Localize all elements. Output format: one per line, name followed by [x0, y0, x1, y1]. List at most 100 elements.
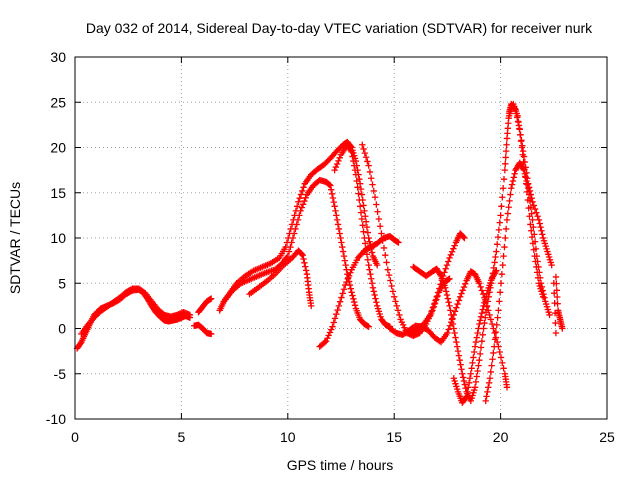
- data-point: [350, 157, 357, 165]
- data-point: [344, 275, 352, 283]
- data-point: [327, 182, 334, 189]
- data-point: [284, 252, 291, 260]
- data-point: [360, 145, 367, 153]
- data-point: [488, 362, 495, 369]
- data-point: [288, 239, 295, 246]
- data-point: [534, 213, 541, 220]
- x-axis-label: GPS time / hours: [287, 457, 394, 473]
- data-point: [469, 359, 476, 367]
- data-point: [335, 302, 343, 310]
- data-point: [548, 261, 555, 269]
- data-point: [370, 288, 377, 295]
- data-point: [496, 348, 503, 356]
- series-track-7: [246, 247, 315, 310]
- data-point: [559, 325, 566, 332]
- data-point: [537, 223, 544, 231]
- data-point: [332, 163, 340, 171]
- data-point: [442, 284, 449, 291]
- data-point: [527, 221, 534, 228]
- data-point: [502, 154, 509, 161]
- y-tick-label: 20: [50, 140, 66, 156]
- data-point: [476, 320, 483, 328]
- data-point: [529, 240, 537, 247]
- data-marks: [73, 100, 566, 406]
- data-point: [366, 238, 373, 245]
- data-point: [301, 197, 308, 205]
- data-point: [356, 180, 364, 187]
- data-point: [335, 225, 343, 233]
- data-point: [348, 289, 355, 296]
- data-point: [516, 125, 523, 132]
- data-point: [389, 288, 397, 295]
- data-point: [361, 149, 369, 157]
- data-point: [296, 212, 303, 219]
- data-point: [357, 185, 365, 193]
- data-point: [533, 263, 540, 271]
- data-point: [299, 187, 306, 195]
- data-point: [456, 293, 464, 301]
- data-point: [531, 252, 538, 260]
- data-point: [492, 328, 500, 336]
- data-point: [299, 201, 307, 208]
- data-point: [374, 208, 381, 215]
- data-point: [454, 300, 461, 308]
- data-point: [483, 393, 490, 400]
- data-point: [378, 230, 385, 237]
- series-track-9: [316, 232, 402, 350]
- data-point: [551, 290, 558, 297]
- data-point: [362, 213, 369, 220]
- data-point: [493, 241, 501, 248]
- data-point: [343, 278, 350, 286]
- data-point: [514, 112, 521, 120]
- data-point: [434, 289, 442, 296]
- data-point: [354, 184, 361, 191]
- data-point: [488, 320, 496, 328]
- data-point: [464, 388, 471, 396]
- data-point: [479, 306, 486, 313]
- data-point: [459, 370, 466, 377]
- data-point: [510, 174, 517, 181]
- data-point: [443, 261, 451, 269]
- data-point: [526, 213, 533, 220]
- data-point: [341, 257, 349, 264]
- data-point: [207, 330, 215, 338]
- data-point: [539, 231, 546, 238]
- data-point: [482, 314, 489, 321]
- data-point: [373, 261, 381, 269]
- data-point: [535, 216, 543, 224]
- data-point: [498, 203, 505, 210]
- data-point: [485, 379, 493, 386]
- data-point: [368, 275, 375, 282]
- data-point: [495, 307, 502, 314]
- data-point: [495, 226, 503, 234]
- data-point: [356, 203, 364, 210]
- data-point: [460, 233, 467, 241]
- data-point: [529, 216, 536, 224]
- data-point: [339, 243, 346, 251]
- data-point: [448, 311, 455, 319]
- data-point: [331, 315, 339, 322]
- data-point: [331, 166, 338, 174]
- data-point: [487, 316, 495, 323]
- data-point: [525, 204, 532, 212]
- data-point: [345, 272, 353, 280]
- data-point: [367, 271, 374, 278]
- data-point: [359, 141, 366, 148]
- data-point: [550, 280, 557, 287]
- data-point: [468, 365, 475, 372]
- data-point: [444, 295, 452, 302]
- data-point: [489, 356, 496, 363]
- data-point: [365, 162, 372, 169]
- data-point: [358, 215, 366, 223]
- data-point: [472, 378, 480, 386]
- data-point: [458, 290, 465, 297]
- data-point: [294, 216, 302, 224]
- data-point: [466, 375, 474, 382]
- data-point: [532, 258, 539, 265]
- data-point: [330, 198, 337, 206]
- data-point: [347, 285, 354, 292]
- data-point: [360, 202, 367, 209]
- data-point: [359, 222, 366, 229]
- y-tick-label: 30: [50, 49, 66, 65]
- series-track-18: [550, 280, 560, 337]
